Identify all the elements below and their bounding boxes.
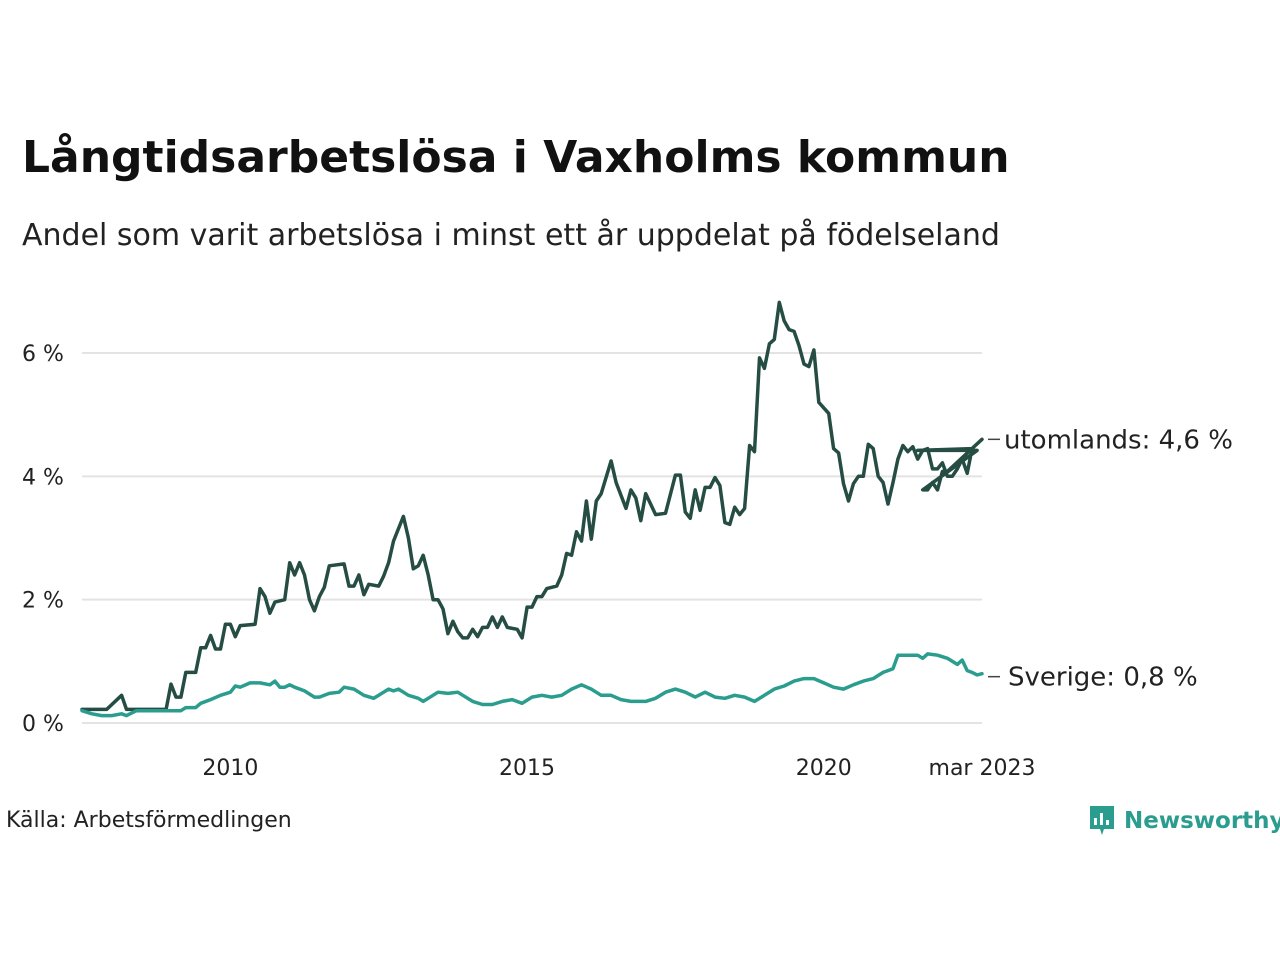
end-label-utomlands: utomlands: 4,6 % <box>1004 425 1233 455</box>
x-tick-label: 2015 <box>499 756 555 781</box>
x-tick-label: 2010 <box>202 756 258 781</box>
x-tick-label: 2020 <box>796 756 852 781</box>
end-label-sverige: Sverige: 0,8 % <box>1008 663 1198 693</box>
x-tick-label: mar 2023 <box>929 756 1036 781</box>
y-tick-label: 2 % <box>22 589 64 614</box>
series-lines <box>80 300 984 718</box>
series-line-utomlands <box>80 300 984 712</box>
y-tick-label: 6 % <box>22 342 64 367</box>
brand-name: Newsworthy <box>1124 808 1280 834</box>
end-labels: utomlands: 4,6 % Sverige: 0,8 % <box>988 425 1233 693</box>
series-line-sverige <box>80 652 984 718</box>
gridlines <box>82 352 982 724</box>
chart-title: Långtidsarbetslösa i Vaxholms kommun <box>22 132 1010 183</box>
newsworthy-icon <box>1090 806 1114 835</box>
y-tick-label: 4 % <box>22 465 64 490</box>
chart-subtitle: Andel som varit arbetslösa i minst ett å… <box>22 218 1000 253</box>
y-axis-ticks: 0 % 2 % 4 % 6 % <box>22 342 64 737</box>
x-axis-ticks: 2010 2015 2020 mar 2023 <box>202 756 1035 781</box>
y-tick-label: 0 % <box>22 712 64 737</box>
source-note: Källa: Arbetsförmedlingen <box>6 808 292 833</box>
brand-logo: Newsworthy <box>1088 804 1280 838</box>
